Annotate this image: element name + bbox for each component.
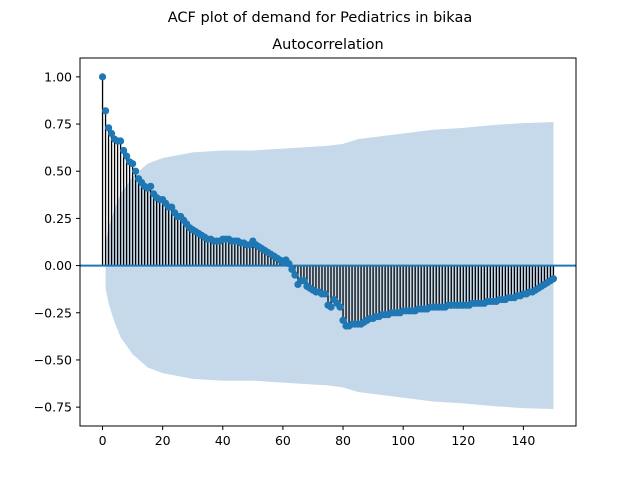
x-tick-label: 0 (99, 433, 107, 448)
x-tick-label: 60 (275, 433, 291, 448)
acf-marker (116, 137, 125, 145)
y-tick-label: 1.00 (44, 69, 72, 84)
acf-marker (321, 290, 329, 298)
x-axis-ticks: 0 20 40 60 80 100 120 140 (99, 426, 535, 448)
acf-marker (168, 203, 176, 211)
acf-marker (291, 271, 299, 279)
acf-marker (285, 260, 293, 268)
acf-marker (122, 152, 131, 160)
x-tick-label: 40 (215, 433, 231, 448)
acf-marker (132, 167, 140, 175)
acf-marker (300, 277, 308, 285)
acf-marker (327, 303, 335, 311)
y-tick-label: 0.25 (44, 211, 72, 226)
y-tick-label: 0.00 (44, 258, 72, 273)
y-tick-label: −0.50 (34, 352, 72, 367)
x-tick-label: 120 (451, 433, 475, 448)
figure-suptitle: ACF plot of demand for Pediatrics in bik… (168, 10, 472, 26)
x-tick-label: 140 (511, 433, 535, 448)
acf-marker (129, 160, 137, 168)
acf-marker (288, 265, 296, 273)
x-tick-label: 100 (391, 433, 415, 448)
y-tick-label: 0.50 (44, 164, 72, 179)
y-tick-label: 0.75 (44, 117, 72, 132)
acf-marker (336, 303, 344, 311)
acf-marker (98, 73, 107, 81)
x-tick-label: 80 (335, 433, 351, 448)
plot-frame (79, 57, 577, 427)
acf-marker (107, 129, 116, 138)
acf-marker (339, 316, 347, 324)
marker-layer (98, 73, 558, 330)
acf-marker (147, 182, 155, 190)
axes-title: Autocorrelation (272, 37, 383, 53)
acf-marker (101, 107, 110, 115)
y-tick-label: −0.75 (34, 400, 72, 415)
y-tick-label: −0.25 (34, 305, 72, 320)
acf-marker (119, 146, 128, 155)
acf-marker (104, 124, 113, 132)
y-axis-ticks: −0.75 −0.50 −0.25 0.00 0.25 0.50 0.75 1.00 (34, 69, 80, 415)
x-tick-label: 20 (155, 433, 171, 448)
acf-marker (549, 275, 558, 283)
